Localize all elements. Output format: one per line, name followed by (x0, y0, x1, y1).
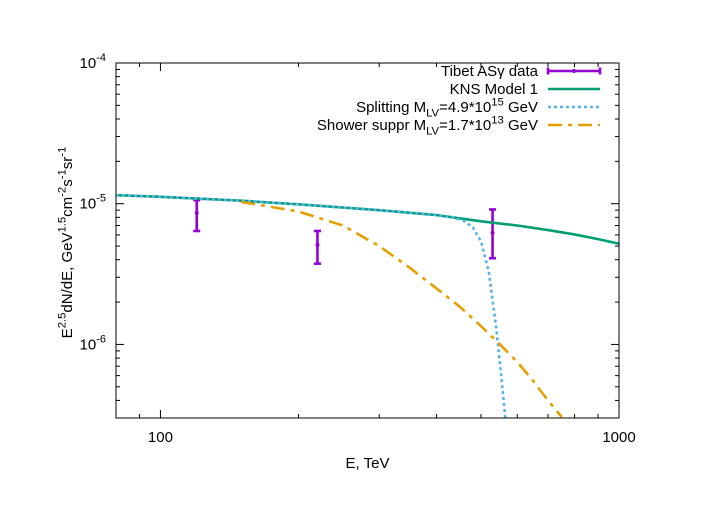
data-point (315, 242, 320, 247)
plot-frame (115, 62, 620, 419)
y-tick-label: 10-5 (80, 193, 106, 213)
y-tick-label: 10-4 (80, 52, 106, 72)
x-tick-label: 100 (148, 429, 173, 446)
legend-label-0: Tibet ASγ data (441, 63, 539, 80)
x-axis-title: E, TeV (346, 455, 390, 472)
data-point (194, 210, 199, 215)
axes-layer: 100 1000 10-6 10-5 10-4 E, TeV E2.5dN/dE, GeV1… (56, 52, 635, 472)
legend-label-3: Shower suppr MLV=1.7*1013 GeV (317, 114, 538, 137)
series-line-2 (116, 193, 507, 418)
data-point (490, 230, 495, 235)
plot-layer (116, 193, 619, 418)
y-tick-label: 10-6 (80, 333, 106, 353)
series-line-1 (116, 193, 619, 245)
legend-swatch-point (572, 69, 576, 73)
y-axis-title: E2.5dN/dE, GeV1.5cm-2s-1sr-1 (56, 147, 76, 339)
legend-label-2: Splitting MLV=4.9*1015 GeV (356, 96, 538, 119)
x-tick-label: 1000 (602, 429, 635, 446)
legend-label-1: KNS Model 1 (450, 81, 538, 98)
series-line-3 (240, 200, 563, 418)
